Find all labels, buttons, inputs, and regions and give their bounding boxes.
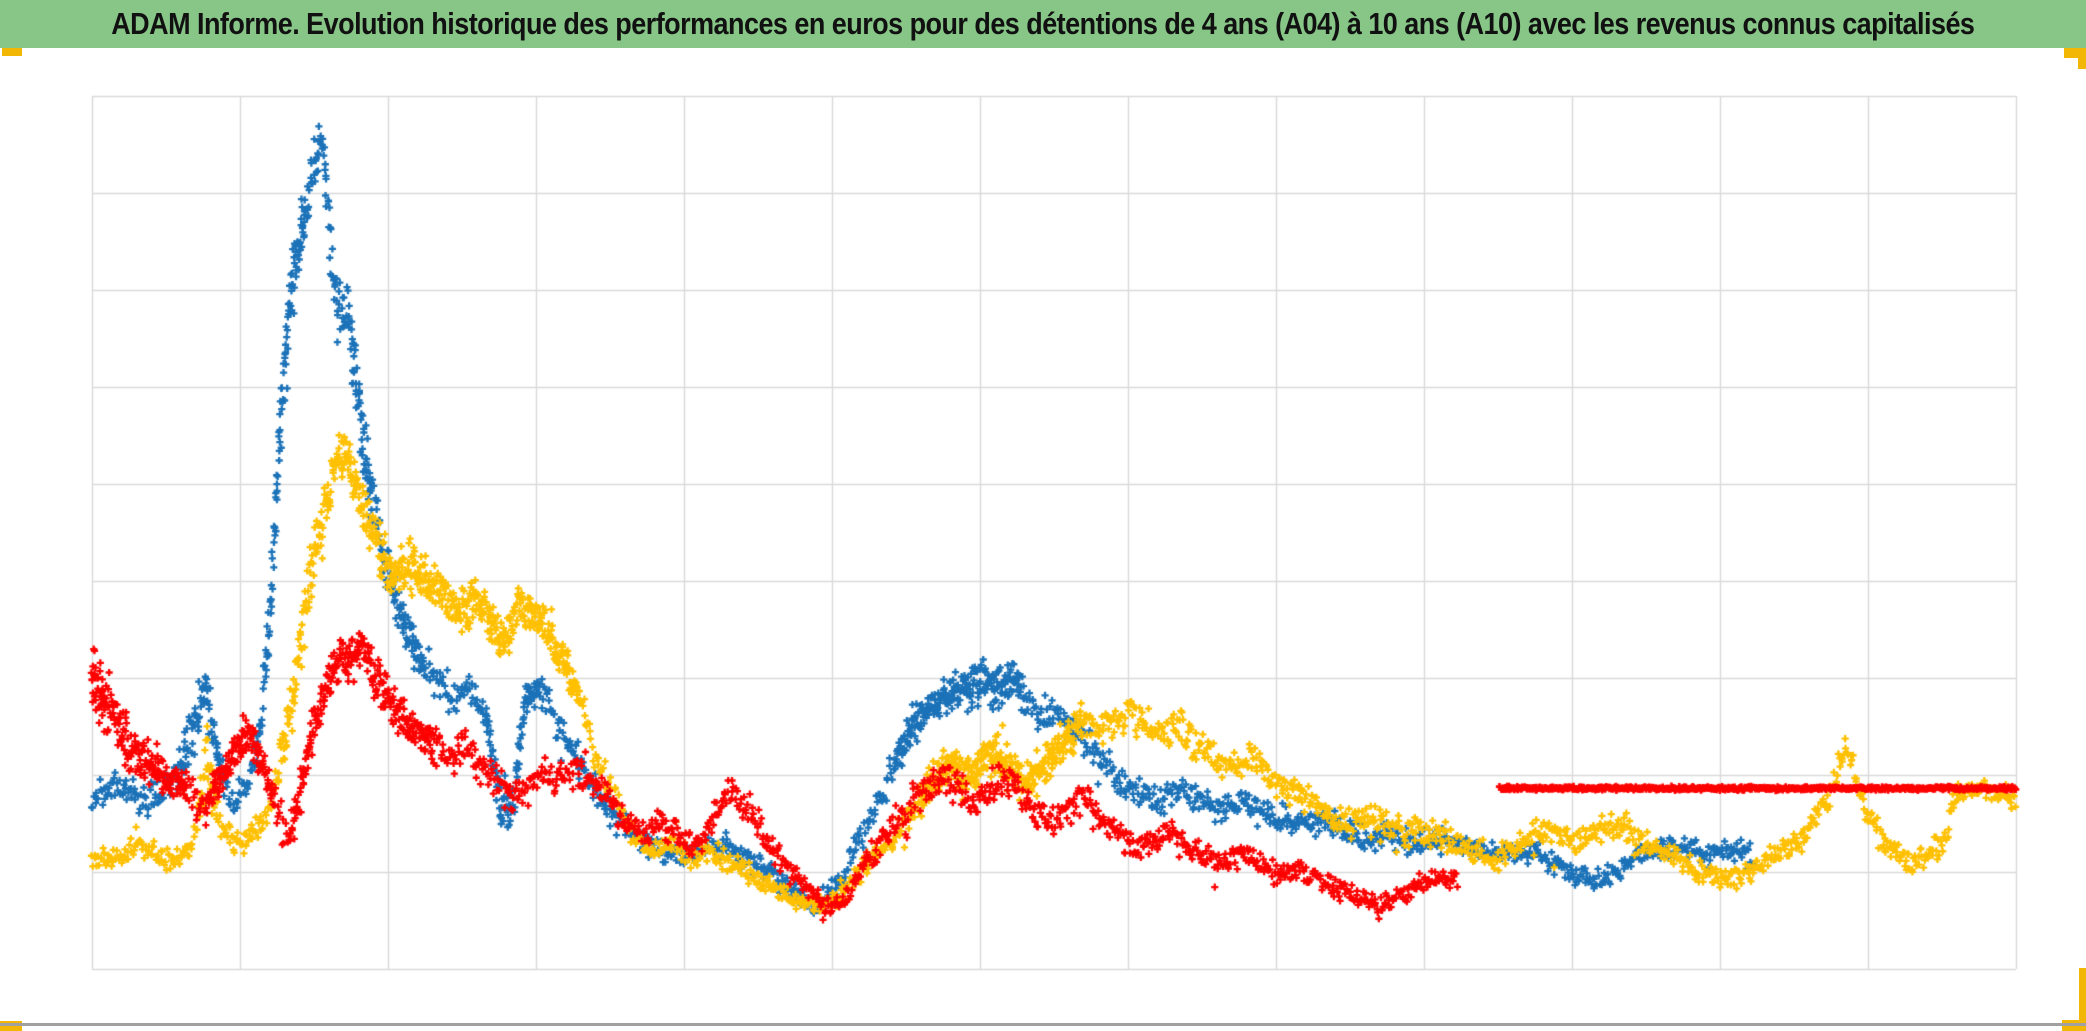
chart-area[interactable] xyxy=(68,72,2040,995)
gold-corner-top-right-vertical xyxy=(2078,48,2086,69)
gold-corner-bottom-left xyxy=(0,1021,22,1031)
gold-corner-top-left xyxy=(2,48,22,56)
gold-corner-top-right-horizontal xyxy=(2064,48,2086,58)
scatter-chart-canvas xyxy=(68,72,2040,995)
gold-corner-bottom-right-vertical xyxy=(2079,968,2086,1031)
header-bar: ADAM Informe. Evolution historique des p… xyxy=(0,0,2086,48)
bottom-rule xyxy=(0,1023,2086,1026)
page-title: ADAM Informe. Evolution historique des p… xyxy=(111,6,1975,41)
